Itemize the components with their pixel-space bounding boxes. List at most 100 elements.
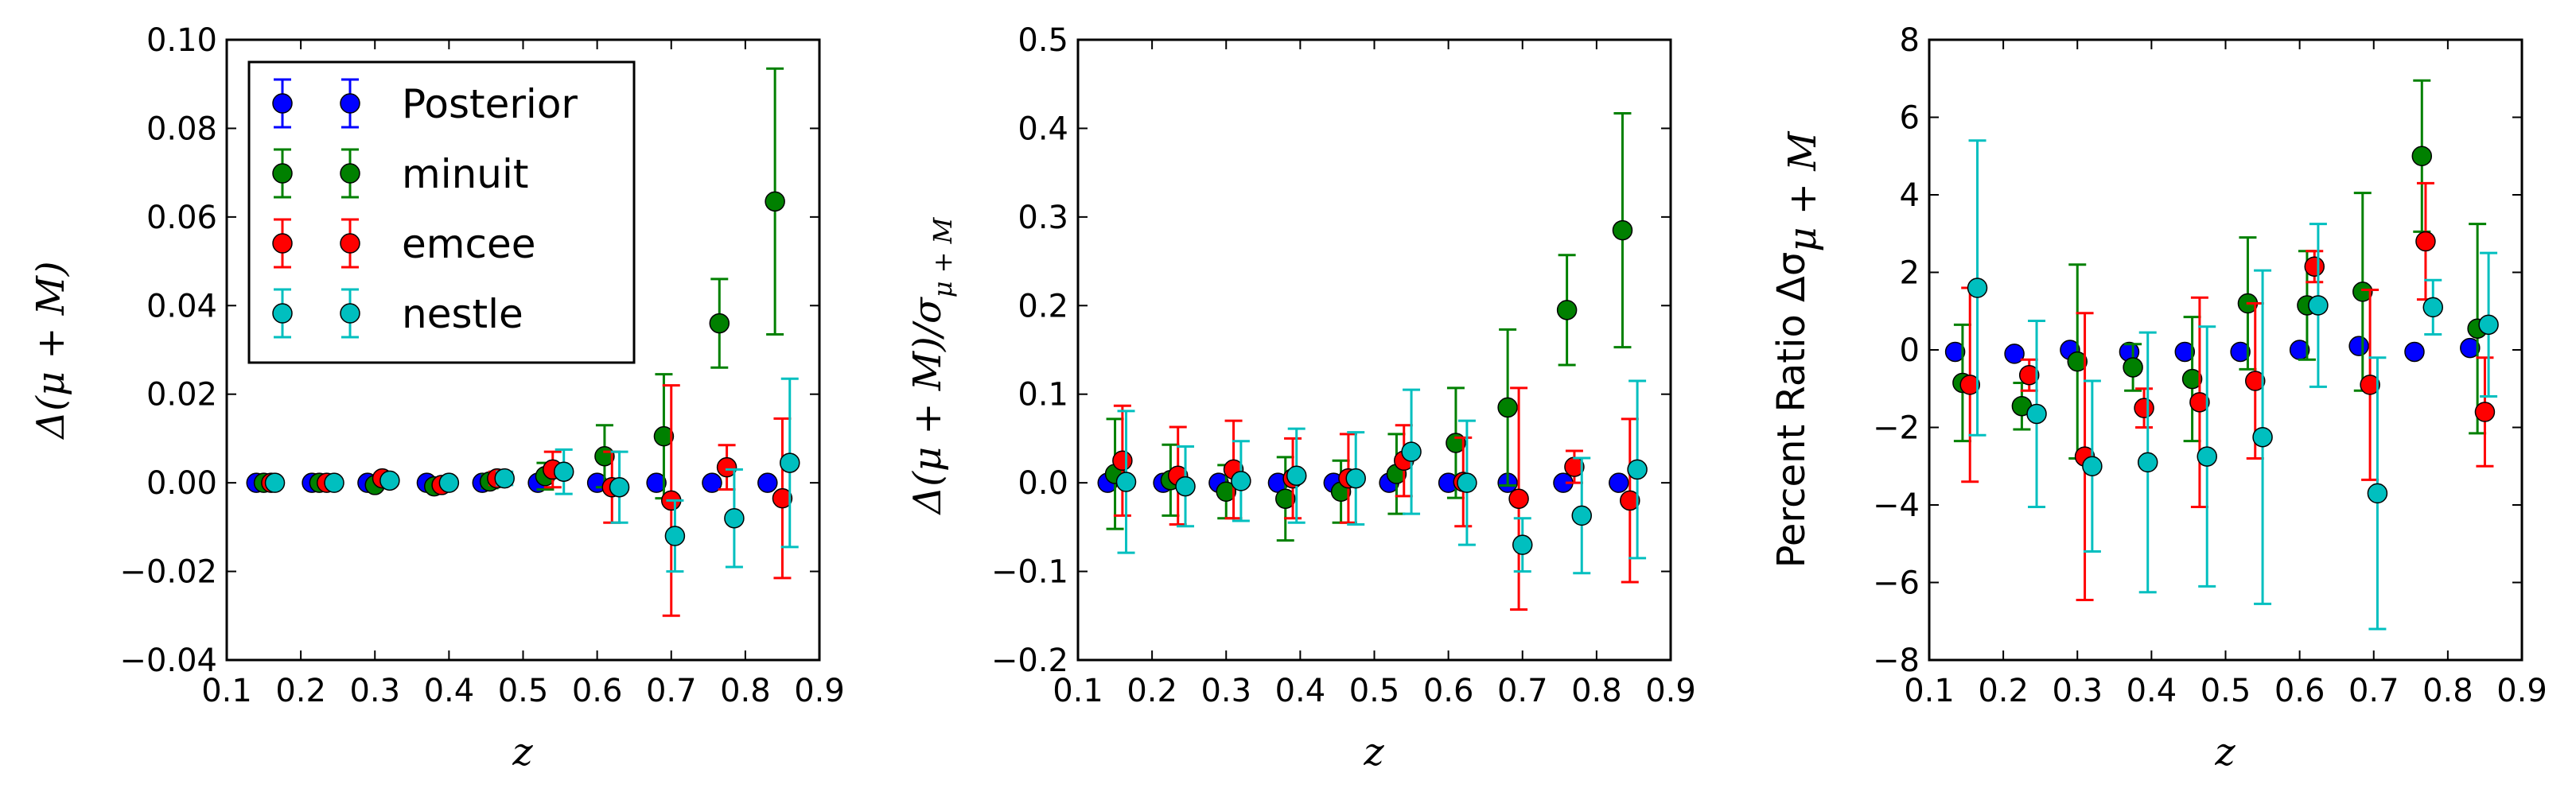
- data-point: [1609, 472, 1629, 493]
- legend-marker: [340, 233, 360, 254]
- x-tick-label: 0.1: [1053, 673, 1103, 709]
- y-tick-label: 6: [1900, 100, 1920, 137]
- data-point: [1620, 490, 1640, 511]
- y-tick-label: 0.06: [146, 200, 217, 236]
- legend-box: [247, 60, 636, 364]
- data-marks: [1097, 111, 1648, 611]
- data-point: [2189, 392, 2210, 413]
- legend-label: minuit: [402, 151, 528, 197]
- data-marks: [1944, 79, 2499, 631]
- y-tick-label: 0.0: [1018, 465, 1068, 502]
- y-axis-label: Δ(μ + M): [29, 261, 73, 440]
- data-point: [264, 472, 286, 493]
- y-tick-label: 0.5: [1018, 22, 1068, 59]
- x-tick-label: 0.4: [424, 673, 475, 709]
- x-tick-label: 0.7: [646, 673, 697, 709]
- data-point: [1231, 471, 1251, 491]
- legend-marker: [340, 93, 360, 114]
- y-axis-label-main: Δ(μ + M)/σ: [905, 297, 950, 515]
- y-tick-label: 0: [1900, 332, 1920, 369]
- legend-marker: [272, 303, 293, 324]
- y-axis-label: Δ(μ + M)/σμ + M: [905, 216, 958, 515]
- data-point: [2082, 456, 2103, 476]
- data-point: [2367, 483, 2388, 504]
- x-tick-label: 0.4: [1275, 673, 1326, 709]
- panel-delta-mu-m: −0.04−0.020.000.020.040.060.080.10 0.1 0.…: [29, 22, 845, 775]
- data-point: [2018, 364, 2040, 386]
- data-point: [1944, 341, 1966, 363]
- y-tick-labels: −0.04 −0.02 0.00 0.02 0.04 0.06 0.08 0.10: [119, 22, 217, 679]
- data-point: [1216, 481, 1236, 503]
- x-tick-label: 0.1: [201, 673, 252, 709]
- x-tick-label: 0.9: [794, 673, 845, 709]
- data-point: [1967, 278, 1988, 298]
- y-axis-label-sub: μ + M: [1780, 130, 1825, 252]
- y-tick-label: −8: [1873, 643, 1920, 679]
- legend-entry-nestle: nestle: [272, 288, 523, 339]
- series-nestle: [264, 377, 800, 573]
- x-tick-label: 0.4: [2127, 673, 2177, 709]
- y-tick-label: −0.1: [991, 554, 1068, 591]
- legend-marker: [272, 163, 293, 184]
- y-tick-label: −2: [1873, 410, 1920, 447]
- tick-marks: [1077, 39, 1671, 661]
- x-tick-label: 0.7: [2348, 673, 2399, 709]
- x-tick-label: 0.8: [720, 673, 771, 709]
- data-point: [1275, 488, 1296, 509]
- data-point: [1112, 450, 1133, 472]
- series-nestle: [1115, 379, 1648, 575]
- y-axis-label: Percent Ratio Δσμ + M: [1769, 130, 1825, 569]
- data-point: [1286, 465, 1307, 486]
- y-tick-label: −0.2: [991, 643, 1068, 679]
- data-point: [1959, 375, 1980, 395]
- data-point: [724, 507, 745, 529]
- data-point: [2348, 336, 2369, 356]
- data-point: [494, 468, 515, 489]
- data-point: [2245, 371, 2266, 391]
- y-tick-label: −4: [1873, 487, 1920, 524]
- x-tick-labels: 0.1 0.2 0.3 0.4 0.5 0.6 0.7 0.8 0.9: [1904, 673, 2547, 709]
- legend-marker: [272, 93, 293, 114]
- data-point: [664, 526, 686, 546]
- y-tick-label: 0.02: [146, 377, 217, 414]
- data-marks: [246, 67, 800, 617]
- data-point: [780, 452, 800, 473]
- data-point: [2422, 297, 2443, 318]
- data-point: [709, 313, 730, 334]
- x-tick-label: 0.1: [1904, 673, 1955, 709]
- tick-marks: [1928, 39, 2523, 661]
- data-point: [1612, 219, 1633, 241]
- x-tick-label: 0.3: [349, 673, 400, 709]
- series-minuit: [1952, 79, 2488, 460]
- data-point: [2415, 231, 2436, 252]
- series-nestle: [1967, 139, 2499, 631]
- data-point: [2134, 398, 2154, 418]
- x-tick-label: 0.6: [2274, 673, 2325, 709]
- x-tick-label: 0.2: [275, 673, 326, 709]
- data-point: [1115, 472, 1137, 492]
- data-point: [757, 472, 778, 493]
- data-point: [1175, 476, 1196, 497]
- data-point: [2123, 357, 2143, 378]
- y-tick-label: −0.02: [119, 554, 217, 591]
- y-tick-label: −6: [1873, 565, 1920, 602]
- data-point: [609, 476, 630, 498]
- y-tick-label: 8: [1900, 22, 1920, 59]
- data-point: [2004, 344, 2025, 364]
- data-point: [772, 487, 793, 509]
- legend-marker: [340, 163, 360, 184]
- y-tick-label: 4: [1900, 177, 1920, 214]
- data-point: [1571, 505, 1592, 526]
- x-axis-label: z: [2214, 730, 2236, 775]
- data-point: [2404, 341, 2425, 363]
- x-tick-label: 0.9: [1645, 673, 1696, 709]
- data-point: [2137, 452, 2158, 473]
- x-tick-labels: 0.1 0.2 0.3 0.4 0.5 0.6 0.7 0.8 0.9: [201, 673, 845, 709]
- data-point: [1508, 488, 1529, 509]
- x-tick-label: 0.7: [1497, 673, 1548, 709]
- y-tick-label: 0.4: [1018, 111, 1068, 147]
- data-point: [2304, 256, 2325, 277]
- svg-text:Δ(μ + M)/σμ + M: Δ(μ + M)/σμ + M: [905, 216, 958, 515]
